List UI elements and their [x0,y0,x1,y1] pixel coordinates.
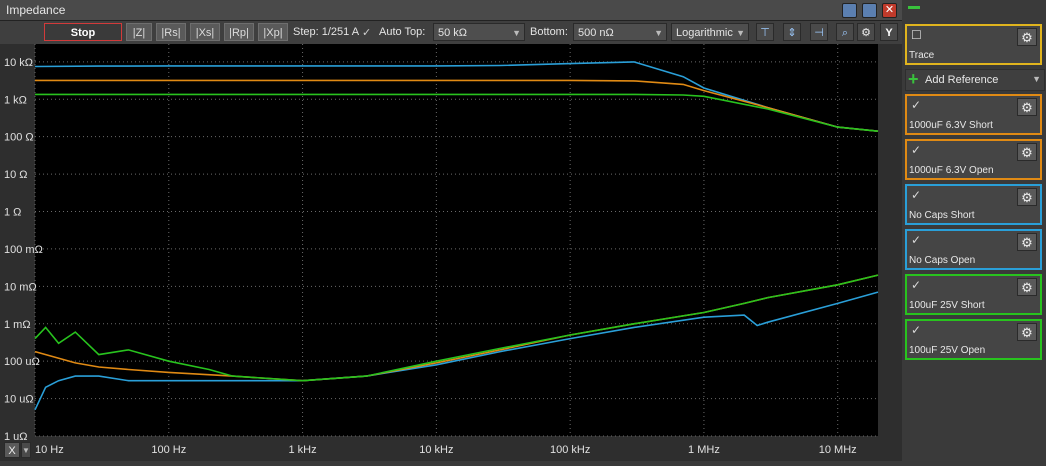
gear-icon[interactable]: ⚙ [1017,98,1037,116]
chevron-down-icon[interactable]: ▼ [21,442,31,458]
series-line [34,274,879,382]
series-line [34,291,879,411]
gear-icon[interactable]: ⚙ [857,23,875,41]
reference-card[interactable]: ✓ 1000uF 6.3V Short ⚙ [905,94,1042,135]
z-button[interactable]: |Z| [126,23,152,41]
chevron-down-icon: ▼ [736,28,745,38]
x-tick-label: 1 MHz [688,444,720,456]
top-value-combo[interactable]: 50 kΩ ▼ [433,23,525,41]
minimize-icon[interactable] [842,3,857,18]
y-tick-label: 1 mΩ [4,319,31,331]
rs-button[interactable]: |Rs| [156,23,186,41]
chevron-down-icon: ▼ [1032,74,1041,84]
y-tick-label: 100 uΩ [4,356,40,368]
trace-sidebar: ☐ Trace ⚙ + Add Reference ▼ ✓ 1000uF 6.3V… [902,0,1046,461]
xp-button[interactable]: |Xp| [258,23,288,41]
maximize-icon[interactable] [862,3,877,18]
reference-name: 100uF 25V Short [909,300,985,311]
y-tick-label: 100 Ω [4,132,34,144]
x-tick-labels: 10 Hz 100 Hz 1 kHz 10 kHz 100 kHz 1 MHz 10 MHz [35,444,857,456]
align-top-icon[interactable]: ⊤ [756,23,774,41]
checkmark-icon[interactable]: ✓ [911,278,922,292]
series-lines [34,61,879,411]
impedance-window: Impedance ✕ Stop |Z| |Rs| |Xs| |Rp| |Xp|… [0,0,902,461]
fit-vertical-icon[interactable]: ⇕ [783,23,801,41]
checkmark-icon[interactable]: ✓ [911,143,922,157]
x-axis-button[interactable]: X [4,442,20,458]
series-line [35,79,879,132]
gear-icon[interactable]: ⚙ [1017,28,1037,46]
xs-button[interactable]: |Xs| [190,23,220,41]
x-tick-label: 1 kHz [289,444,317,456]
step-check-icon[interactable]: ✓ [362,27,372,39]
auto-top-label[interactable]: Auto Top: [379,26,426,38]
trace-label: Trace [909,50,935,61]
gear-icon[interactable]: ⚙ [1017,278,1037,296]
reference-card[interactable]: ✓ No Caps Short ⚙ [905,184,1042,225]
plus-icon: + [908,69,919,89]
y-tick-label: 10 Ω [4,169,28,181]
x-tick-label: 10 MHz [819,444,857,456]
reference-card[interactable]: ✓ 1000uF 6.3V Open ⚙ [905,139,1042,180]
bottom-value: 500 nΩ [578,27,614,39]
stop-button[interactable]: Stop [44,23,122,41]
y-tick-label: 10 mΩ [4,281,37,293]
y-axis-button[interactable]: Y [880,23,898,41]
gear-icon[interactable]: ⚙ [1017,233,1037,251]
close-icon[interactable]: ✕ [882,3,897,18]
y-tick-label: 10 uΩ [4,394,34,406]
checkmark-icon[interactable]: ✓ [911,233,922,247]
reference-card[interactable]: ✓ 100uF 25V Open ⚙ [905,319,1042,360]
title-bar: Impedance ✕ [0,0,902,21]
bottom-label: Bottom: [530,26,568,38]
bottom-value-combo[interactable]: 500 nΩ ▼ [573,23,667,41]
zoom-icon[interactable]: ⌕ [836,23,854,41]
plot-area [35,44,878,436]
top-value: 50 kΩ [438,27,468,39]
x-tick-label: 100 kHz [550,444,590,456]
toolbar: Stop |Z| |Rs| |Xs| |Rp| |Xp| Step: 1/251… [0,21,902,44]
y-tick-label: 10 kΩ [4,57,33,69]
series-line [35,93,879,132]
rp-button[interactable]: |Rp| [224,23,254,41]
gear-icon[interactable]: ⚙ [1017,188,1037,206]
x-tick-label: 10 kHz [419,444,453,456]
scale-combo[interactable]: Logarithmic ▼ [671,23,749,41]
collapse-icon[interactable] [908,6,920,9]
reference-name: 100uF 25V Open [909,345,986,356]
checkmark-icon[interactable]: ✓ [911,323,922,337]
chart-svg: 10 kΩ 1 kΩ 100 Ω 10 Ω 1 Ω 100 mΩ 10 mΩ 1 mΩ 100 … [4,44,879,456]
reference-name: 1000uF 6.3V Short [909,120,993,131]
grid [34,44,878,437]
window-title: Impedance [6,3,66,17]
step-label: Step: 1/251 A [293,26,360,38]
add-reference-label: Add Reference [925,74,999,86]
impedance-plot[interactable]: 10 kΩ 1 kΩ 100 Ω 10 Ω 1 Ω 100 mΩ 10 mΩ 1 mΩ 100 … [0,44,902,461]
chevron-down-icon: ▼ [512,28,521,38]
y-tick-label: 1 uΩ [4,431,28,443]
y-tick-labels: 10 kΩ 1 kΩ 100 Ω 10 Ω 1 Ω 100 mΩ 10 mΩ 1 mΩ 100 … [4,57,43,443]
x-tick-label: 100 Hz [151,444,186,456]
scale-value: Logarithmic [676,27,733,39]
trace-card[interactable]: ☐ Trace ⚙ [905,24,1042,65]
checkbox-icon[interactable]: ☐ [911,28,922,42]
x-tick-label: 10 Hz [35,444,64,456]
reference-name: No Caps Short [909,210,975,221]
checkmark-icon[interactable]: ✓ [911,188,922,202]
y-tick-label: 1 kΩ [4,94,27,106]
reference-name: 1000uF 6.3V Open [909,165,994,176]
chevron-down-icon: ▼ [654,28,663,38]
reference-card[interactable]: ✓ 100uF 25V Short ⚙ [905,274,1042,315]
gear-icon[interactable]: ⚙ [1017,323,1037,341]
add-reference-button[interactable]: + Add Reference ▼ [905,69,1045,91]
gear-icon[interactable]: ⚙ [1017,143,1037,161]
series-line [34,61,879,132]
checkmark-icon[interactable]: ✓ [911,98,922,112]
align-right-icon[interactable]: ⊣ [810,23,828,41]
reference-name: No Caps Open [909,255,976,266]
reference-card[interactable]: ✓ No Caps Open ⚙ [905,229,1042,270]
y-tick-label: 100 mΩ [4,244,43,256]
y-tick-label: 1 Ω [4,207,21,219]
